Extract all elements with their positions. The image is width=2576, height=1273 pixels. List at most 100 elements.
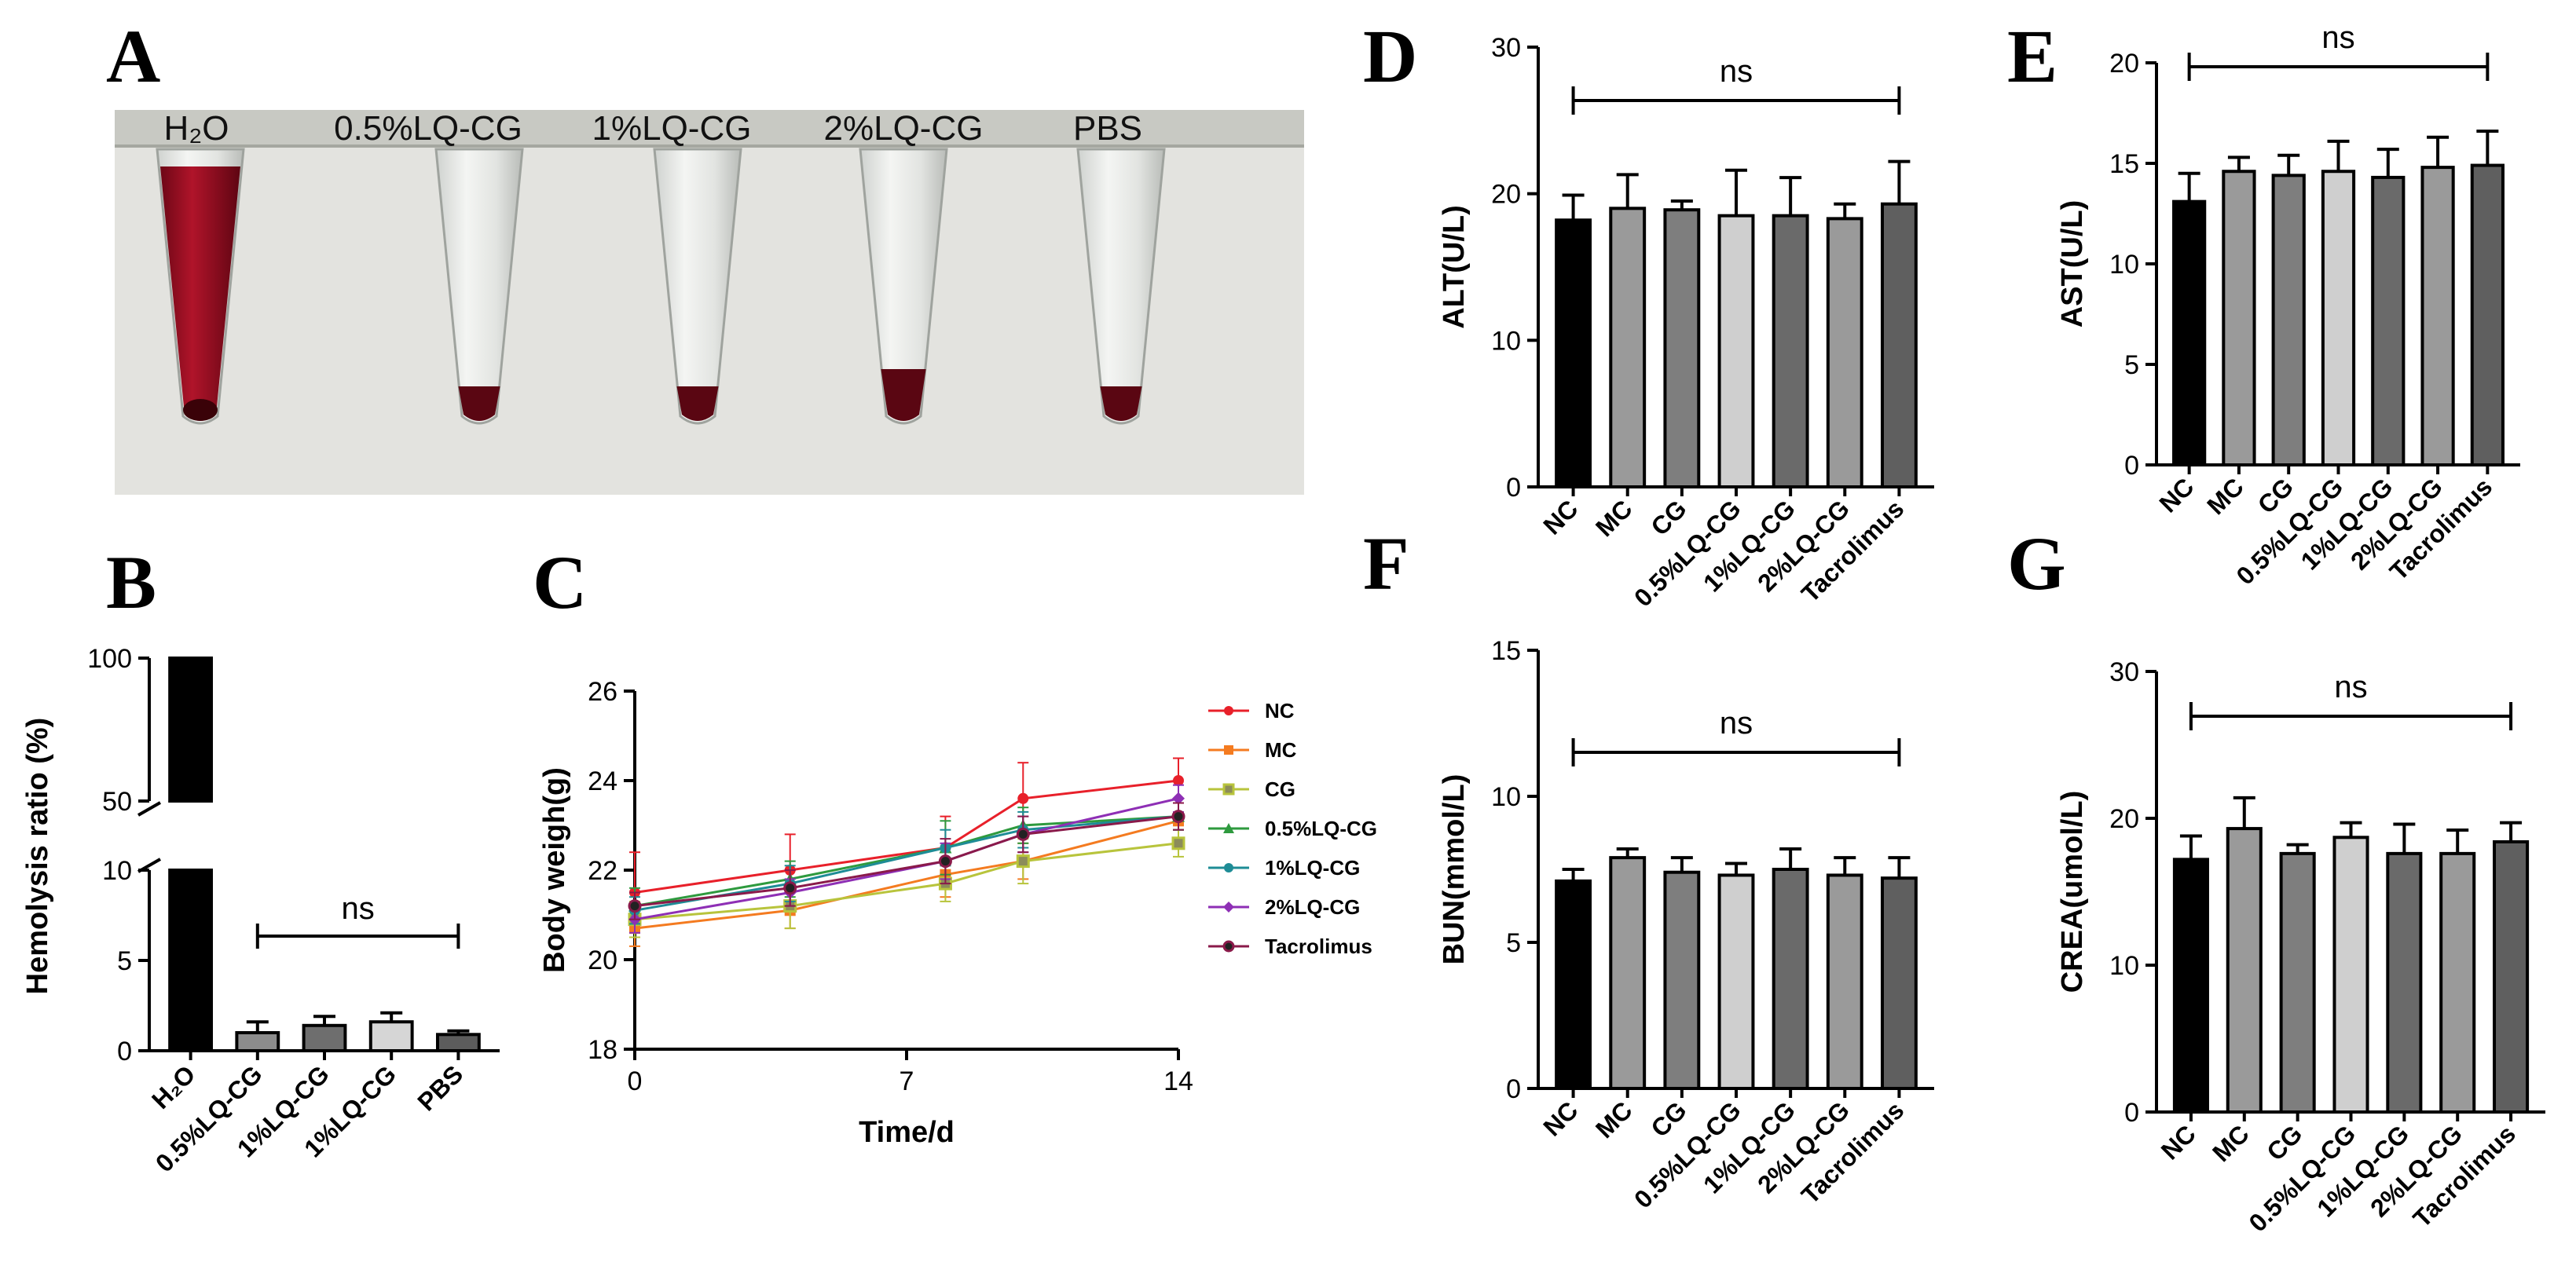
legend-marker-2-lq-cg: [1223, 902, 1234, 913]
y-tick-label: 20: [588, 946, 617, 975]
tube-5: [1076, 148, 1166, 425]
y-tick-label: 15: [2109, 149, 2139, 179]
x-tick-label: MC: [2207, 1119, 2255, 1167]
y-tick-label: 0: [1506, 1074, 1521, 1104]
y-tick-label: 100: [87, 644, 132, 674]
bar-nc: [2172, 858, 2209, 1114]
y-axis-label: CREA(umol/L): [2056, 791, 2089, 993]
y-axis-label: BUN(mmol/L): [1438, 774, 1471, 965]
point-tacrolimus: [1171, 810, 1185, 824]
tube-4: [859, 148, 948, 425]
x-tick-label: MC: [2201, 472, 2249, 520]
tube-pellet-5: [1100, 386, 1142, 421]
legend-marker-tacrolimus: [1222, 940, 1235, 953]
legend-marker-mc: [1224, 745, 1233, 755]
y-tick-label: 10: [2109, 250, 2139, 280]
bar-nc: [1555, 218, 1592, 488]
y-axis-label: AST(U/L): [2056, 200, 2089, 328]
bar-cg: [2271, 174, 2306, 467]
tube-label-4: 2%LQ-CG: [824, 109, 984, 148]
x-tick-label: H₂O: [146, 1059, 200, 1114]
x-axis-label: Time/d: [859, 1116, 955, 1149]
legend-label-nc: NC: [1265, 699, 1295, 722]
bar-1-lq-cg-2: [302, 1023, 347, 1053]
bar-pbs-4: [435, 1033, 481, 1053]
panel-letter-f: F: [1363, 521, 1409, 605]
tube-label-5: PBS: [1073, 109, 1142, 148]
y-tick-label: 26: [588, 677, 617, 707]
point-tacrolimus: [1016, 827, 1030, 841]
y-tick-label: 5: [2124, 350, 2139, 380]
x-tick-label: 14: [1163, 1066, 1193, 1096]
series-tacrolimus: [628, 802, 1185, 920]
y-tick-label: 0: [2124, 451, 2139, 481]
significance-label: ns: [2334, 670, 2367, 704]
bar-2-lq-cg: [1826, 217, 1863, 488]
bar-1-lq-cg-3: [368, 1020, 414, 1052]
bar-mc: [1609, 207, 1647, 488]
bar-1-lq-cg: [1772, 214, 1809, 488]
bar-cg: [1663, 208, 1701, 488]
point-tacrolimus: [783, 881, 797, 895]
legend-label-0-5-lq-cg: 0.5%LQ-CG: [1265, 817, 1377, 840]
tube-pellet-2: [458, 386, 500, 421]
tube-pellet-3: [676, 386, 719, 421]
point-2-lq-cg: [1172, 792, 1185, 805]
bar-cg: [1663, 870, 1701, 1090]
y-tick-label: 0: [2124, 1098, 2139, 1128]
legend-label-2-lq-cg: 2%LQ-CG: [1265, 895, 1360, 919]
legend-label-1-lq-cg: 1%LQ-CG: [1265, 856, 1360, 880]
panel-letter-g: G: [2007, 521, 2066, 605]
series-2-lq-cg: [628, 784, 1185, 934]
x-tick-label: NC: [2153, 472, 2199, 518]
x-tick-label: NC: [1537, 1096, 1583, 1141]
point-tacrolimus: [628, 899, 642, 913]
tube-label-2: 0.5%LQ-CG: [334, 109, 522, 148]
panel-letter-c: C: [533, 540, 587, 624]
y-tick-label: 30: [2109, 657, 2139, 687]
bar-upper-h-o-0: [168, 657, 214, 803]
tube-blood-1: [160, 166, 240, 421]
bar-2-lq-cg: [1826, 873, 1863, 1090]
bar-1-lq-cg: [2371, 175, 2406, 466]
bar-tacrolimus: [1880, 202, 1918, 488]
y-axis-label: ALT(U/L): [1438, 205, 1471, 329]
y-axis-label: Hemolysis ratio (%): [21, 718, 54, 995]
y-tick-label: 10: [2109, 951, 2139, 981]
y-tick-label: 0: [117, 1037, 132, 1066]
point-tacrolimus: [938, 854, 952, 869]
bar-tacrolimus: [1880, 876, 1918, 1091]
significance-label: ns: [2321, 20, 2354, 55]
hemolysis-tube-photo: H₂O 0.5%LQ-CG 1%LQ-CG 2%LQ-CG PBS: [115, 109, 1304, 495]
legend-marker-1-lq-cg: [1224, 863, 1233, 872]
x-tick-label: PBS: [412, 1059, 468, 1116]
tube-pellet-1: [183, 399, 218, 421]
x-tick-label: CG: [1645, 1096, 1691, 1142]
tube-label-1: H₂O: [163, 109, 229, 148]
y-tick-label: 5: [117, 946, 132, 976]
x-tick-label: 0: [628, 1066, 643, 1096]
bar-mc: [2222, 170, 2256, 467]
panel-letter-a: A: [106, 14, 160, 98]
legend-marker-0-5-lq-cg: [1223, 823, 1234, 833]
bar-cg: [2279, 851, 2316, 1114]
legend-marker-cg: [1222, 783, 1235, 796]
bar-0-5-lq-cg: [1717, 214, 1755, 488]
bar-tacrolimus: [2493, 840, 2530, 1114]
x-tick-label: CG: [1645, 494, 1691, 540]
bar-2-lq-cg: [2439, 851, 2476, 1114]
bar-2-lq-cg: [2420, 166, 2455, 466]
bar-lower-h-o-0: [168, 869, 214, 1052]
y-tick-label: 20: [2109, 804, 2139, 834]
panel-letter-d: D: [1363, 14, 1417, 98]
x-tick-label: NC: [1537, 494, 1583, 540]
axis-break-mark: [137, 801, 161, 817]
bar-0-5-lq-cg: [2321, 170, 2356, 467]
bar-1-lq-cg: [2386, 851, 2423, 1114]
tube-label-3: 1%LQ-CG: [592, 109, 752, 148]
bar-tacrolimus: [2470, 163, 2505, 466]
